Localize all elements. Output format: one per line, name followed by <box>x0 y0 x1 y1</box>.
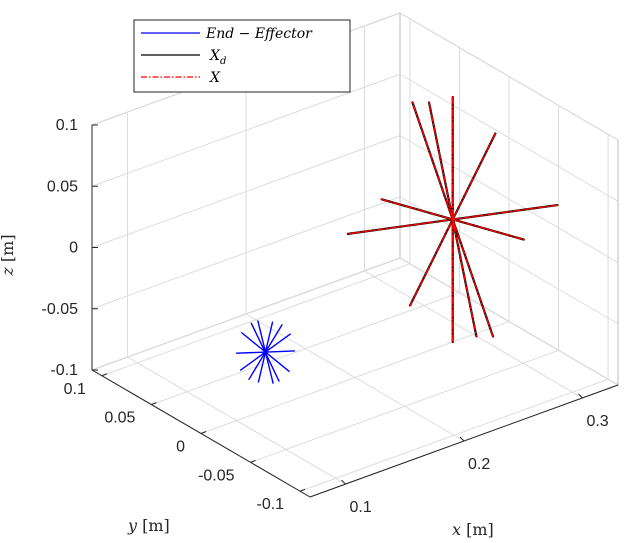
z-tick-label: -0.1 <box>50 362 78 379</box>
floor-grid-y <box>101 263 411 377</box>
x-tick <box>341 479 346 485</box>
grid-lines <box>91 12 619 492</box>
x-tick-label: 0.1 <box>350 499 372 516</box>
back-grid-z <box>91 73 401 187</box>
back-grid-z <box>91 135 401 248</box>
side-grid-z <box>399 12 619 141</box>
legend-label-end-effector: End − Effector <box>205 26 313 42</box>
legend-entry-x: X <box>141 70 221 86</box>
x-axis-label: x [m] <box>452 520 494 539</box>
x-tick <box>578 393 583 399</box>
svg-text:y [m]: y [m] <box>127 516 170 535</box>
series-x-segment <box>347 204 559 235</box>
legend: End − Effector Xd X <box>133 19 351 93</box>
back-grid-z <box>91 196 401 310</box>
y-tick-label: 0 <box>176 439 185 456</box>
data-series <box>235 95 559 384</box>
tick-marks: -0.1 -0.05 0 0.05 0.1 -0.1 -0.05 0 0.05 0.1 0.1 0.2… <box>42 117 609 516</box>
axis-lines <box>91 125 619 498</box>
series-x <box>347 96 559 343</box>
back-grid-z <box>91 257 401 371</box>
y-tick <box>101 373 108 377</box>
x-tick <box>459 436 465 442</box>
floor-grid-y <box>250 349 559 463</box>
x-tick-label: 0.2 <box>468 456 490 473</box>
z-axis-label: z [m] <box>0 234 17 276</box>
z-tick-label: 0.1 <box>56 117 78 134</box>
z-tick-label: -0.05 <box>42 301 79 318</box>
legend-entry-xd: Xd <box>141 48 226 67</box>
series-x-segment <box>380 198 525 241</box>
floor-grid-y <box>299 378 609 492</box>
y-tick <box>250 459 256 463</box>
legend-entry-end-effector: End − Effector <box>141 26 313 42</box>
side-grid-z <box>399 135 619 263</box>
side-grid-z <box>399 73 619 202</box>
x-tick-label: 0.3 <box>586 413 608 430</box>
side-grid-z <box>399 196 619 325</box>
floor-grid-y <box>151 292 460 406</box>
y-tick <box>151 402 157 406</box>
y-tick <box>200 431 207 434</box>
y-tick <box>299 488 306 492</box>
side-grid-z <box>399 257 619 386</box>
y-tick-label: 0.1 <box>64 381 86 398</box>
svg-text:z [m]: z [m] <box>0 234 17 276</box>
legend-label-x: X <box>209 70 221 86</box>
series-end-effector <box>235 320 296 384</box>
z-tick-label: 0 <box>69 240 78 257</box>
y-axis-label: y [m] <box>127 516 170 535</box>
floor-grid-y <box>200 321 510 434</box>
series-x-segment <box>411 101 494 338</box>
svg-text:x [m]: x [m] <box>452 520 494 539</box>
series-end-effector-segment <box>257 321 274 383</box>
legend-label-xd: Xd <box>209 48 226 67</box>
y-tick-label: -0.1 <box>257 496 285 513</box>
legend-box <box>133 19 351 93</box>
y-tick-label: 0.05 <box>104 410 135 427</box>
z-tick-label: 0.05 <box>47 178 78 195</box>
y-tick-label: -0.05 <box>198 467 235 484</box>
